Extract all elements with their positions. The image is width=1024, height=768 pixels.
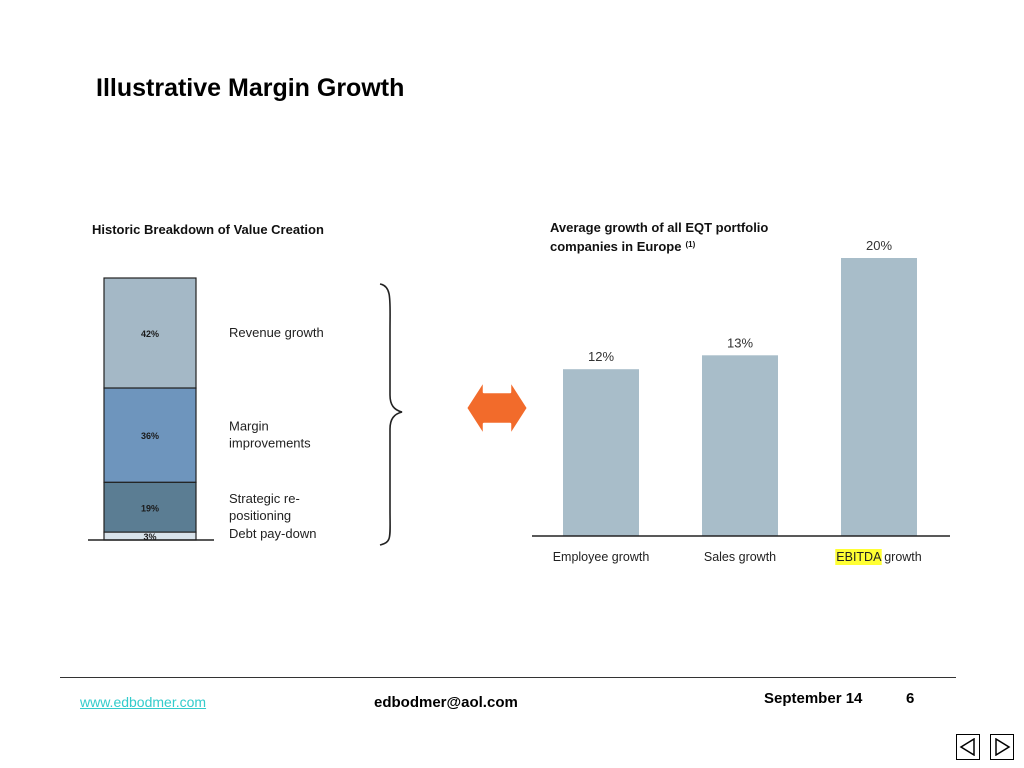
- double-arrow-icon: [464, 378, 530, 438]
- value-creation-title: Historic Breakdown of Value Creation: [92, 222, 324, 237]
- growth-chart-title-line2: companies in Europe: [550, 239, 681, 254]
- stack-legend: Revenue growth Margin improvements Strategi…: [229, 325, 324, 541]
- stack-legend-label: Revenue growth: [229, 325, 324, 340]
- footer-date: September 14: [764, 690, 863, 707]
- footnote-mark: (1): [685, 240, 695, 249]
- stack-value-label: 36%: [141, 431, 159, 441]
- page-number: 6: [906, 690, 915, 707]
- growth-bar: [563, 369, 639, 536]
- stack-segment-2: [103, 387, 197, 483]
- growth-category-label: Sales growth: [704, 550, 776, 564]
- growth-chart-title-line2-wrap: companies in Europe (1): [550, 239, 696, 254]
- triangle-right-icon: [995, 738, 1011, 756]
- slide-charts: Historic Breakdown of Value Creation 42%…: [88, 220, 950, 565]
- highlight-marker: [835, 549, 882, 565]
- value-creation-chart: Historic Breakdown of Value Creation 42%…: [88, 222, 403, 546]
- stack-segment-1: [103, 277, 197, 389]
- stack-value-label: 19%: [141, 503, 159, 513]
- growth-category-label: Employee growth: [553, 550, 650, 564]
- stack-segment-3: [103, 481, 197, 533]
- stack-legend-label: Strategic re-positioning: [229, 491, 300, 523]
- growth-category-label: EBITDA growth: [836, 550, 922, 564]
- stacked-bar: 42% 36% 19% 3%: [103, 277, 197, 542]
- curly-brace-icon: [379, 283, 403, 546]
- growth-bar: [841, 258, 917, 536]
- triangle-left-icon: [959, 738, 975, 756]
- stack-value-label: 42%: [141, 329, 159, 339]
- growth-value-label: 12%: [588, 349, 614, 364]
- growth-chart: Average growth of all EQT portfolio comp…: [532, 220, 950, 565]
- website-link[interactable]: www.edbodmer.com: [80, 694, 207, 710]
- slide-title: Illustrative Margin Growth: [96, 74, 405, 102]
- growth-bars: 12% 13% 20%: [563, 238, 917, 536]
- growth-xlabels: Employee growth Sales growth EBITDA growth: [553, 549, 922, 565]
- previous-slide-button[interactable]: [956, 734, 980, 760]
- growth-bar: [702, 355, 778, 536]
- stack-value-label: 3%: [143, 532, 156, 542]
- next-slide-button[interactable]: [990, 734, 1014, 760]
- stack-legend-label: Debt pay-down: [229, 526, 316, 541]
- stack-legend-label: Margin improvements: [229, 419, 311, 451]
- footer-rule: [60, 677, 956, 678]
- footer-email: edbodmer@aol.com: [374, 694, 518, 711]
- growth-value-label: 13%: [727, 335, 753, 350]
- growth-chart-title-line1: Average growth of all EQT portfolio: [550, 220, 768, 235]
- growth-value-label: 20%: [866, 238, 892, 253]
